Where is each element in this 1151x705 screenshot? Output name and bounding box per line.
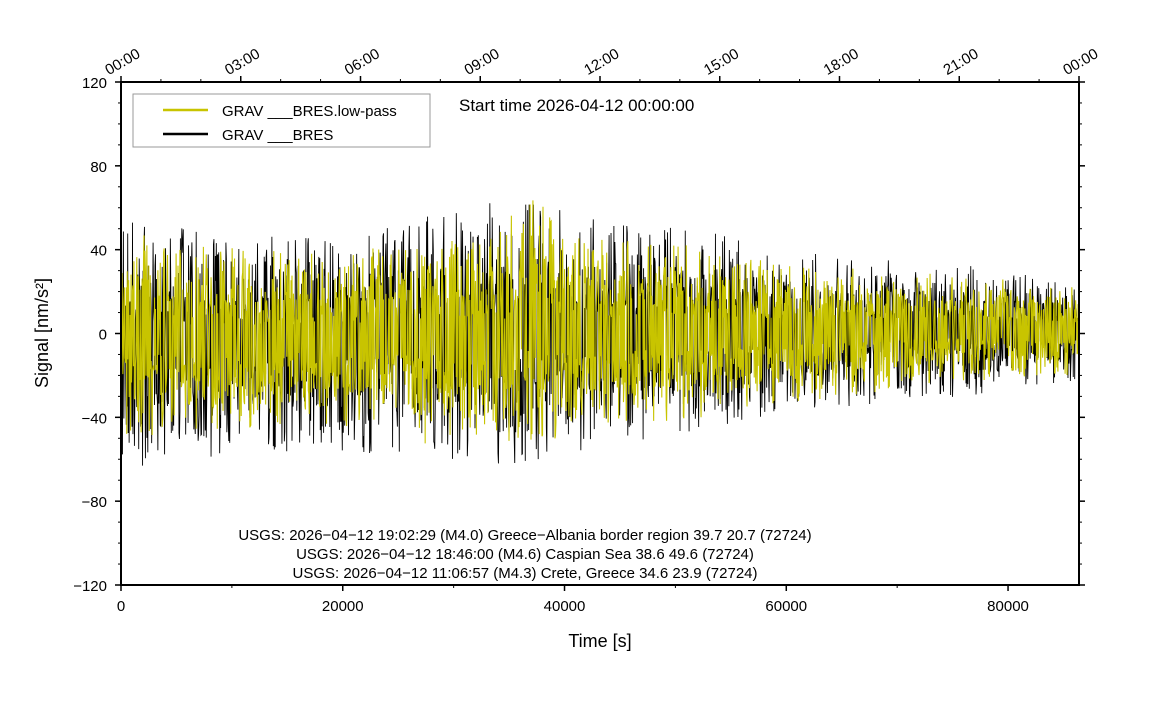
annotation-1: USGS: 2026−04−12 19:02:29 (M4.0) Greece−…: [238, 527, 811, 544]
x-tick-label: 60000: [765, 598, 807, 615]
legend: GRAV ___BRES.low-pass GRAV ___BRES: [132, 93, 431, 148]
y-tick-label: −40: [82, 410, 107, 427]
series-lowpass-trace: [121, 200, 1079, 444]
y-tick-label: 120: [82, 75, 107, 92]
x-tick-label: 40000: [544, 598, 586, 615]
y-axis-ticks: −120 −80 −40 0 40 80 120: [73, 75, 1085, 595]
x-tick-label: 20000: [322, 598, 364, 615]
top-tick-label: 03:00: [222, 45, 263, 78]
legend-label-raw: GRAV ___BRES: [222, 127, 333, 144]
x-axis-ticks: 0 20000 40000 60000 80000: [117, 585, 1029, 615]
x-tick-label: 0: [117, 598, 125, 615]
top-tick-label: 00:00: [102, 45, 143, 78]
top-tick-label: 15:00: [701, 45, 742, 78]
top-time-axis: 00:00 03:00 06:00 09:00 12:00 15:00 18:00 21:00…: [102, 45, 1101, 82]
event-annotations: USGS: 2026−04−12 19:02:29 (M4.0) Greece−…: [238, 527, 811, 582]
y-axis-label: Signal [nm/s²]: [32, 278, 52, 388]
top-tick-label: 12:00: [581, 45, 622, 78]
legend-box: [132, 93, 431, 148]
y-tick-label: 40: [90, 243, 107, 260]
top-tick-label: 18:00: [821, 45, 862, 78]
x-axis-label: Time [s]: [568, 631, 631, 651]
annotation-3: USGS: 2026−04−12 11:06:57 (M4.3) Crete, …: [292, 565, 757, 582]
y-tick-label: 0: [99, 327, 107, 344]
series-layer: [121, 200, 1079, 466]
y-tick-label: 80: [90, 159, 107, 176]
series-raw-trace: [121, 203, 1079, 466]
x-tick-label: 80000: [987, 598, 1029, 615]
annotation-2: USGS: 2026−04−12 18:46:00 (M4.6) Caspian…: [296, 546, 754, 563]
y-tick-label: −80: [82, 494, 107, 511]
legend-label-lowpass: GRAV ___BRES.low-pass: [222, 103, 397, 120]
top-tick-label: 00:00: [1060, 45, 1101, 78]
top-tick-label: 06:00: [342, 45, 383, 78]
y-tick-label: −120: [73, 578, 107, 595]
top-tick-label: 09:00: [461, 45, 502, 78]
chart-title: Start time 2026-04-12 00:00:00: [459, 96, 694, 115]
top-tick-label: 21:00: [940, 45, 981, 78]
